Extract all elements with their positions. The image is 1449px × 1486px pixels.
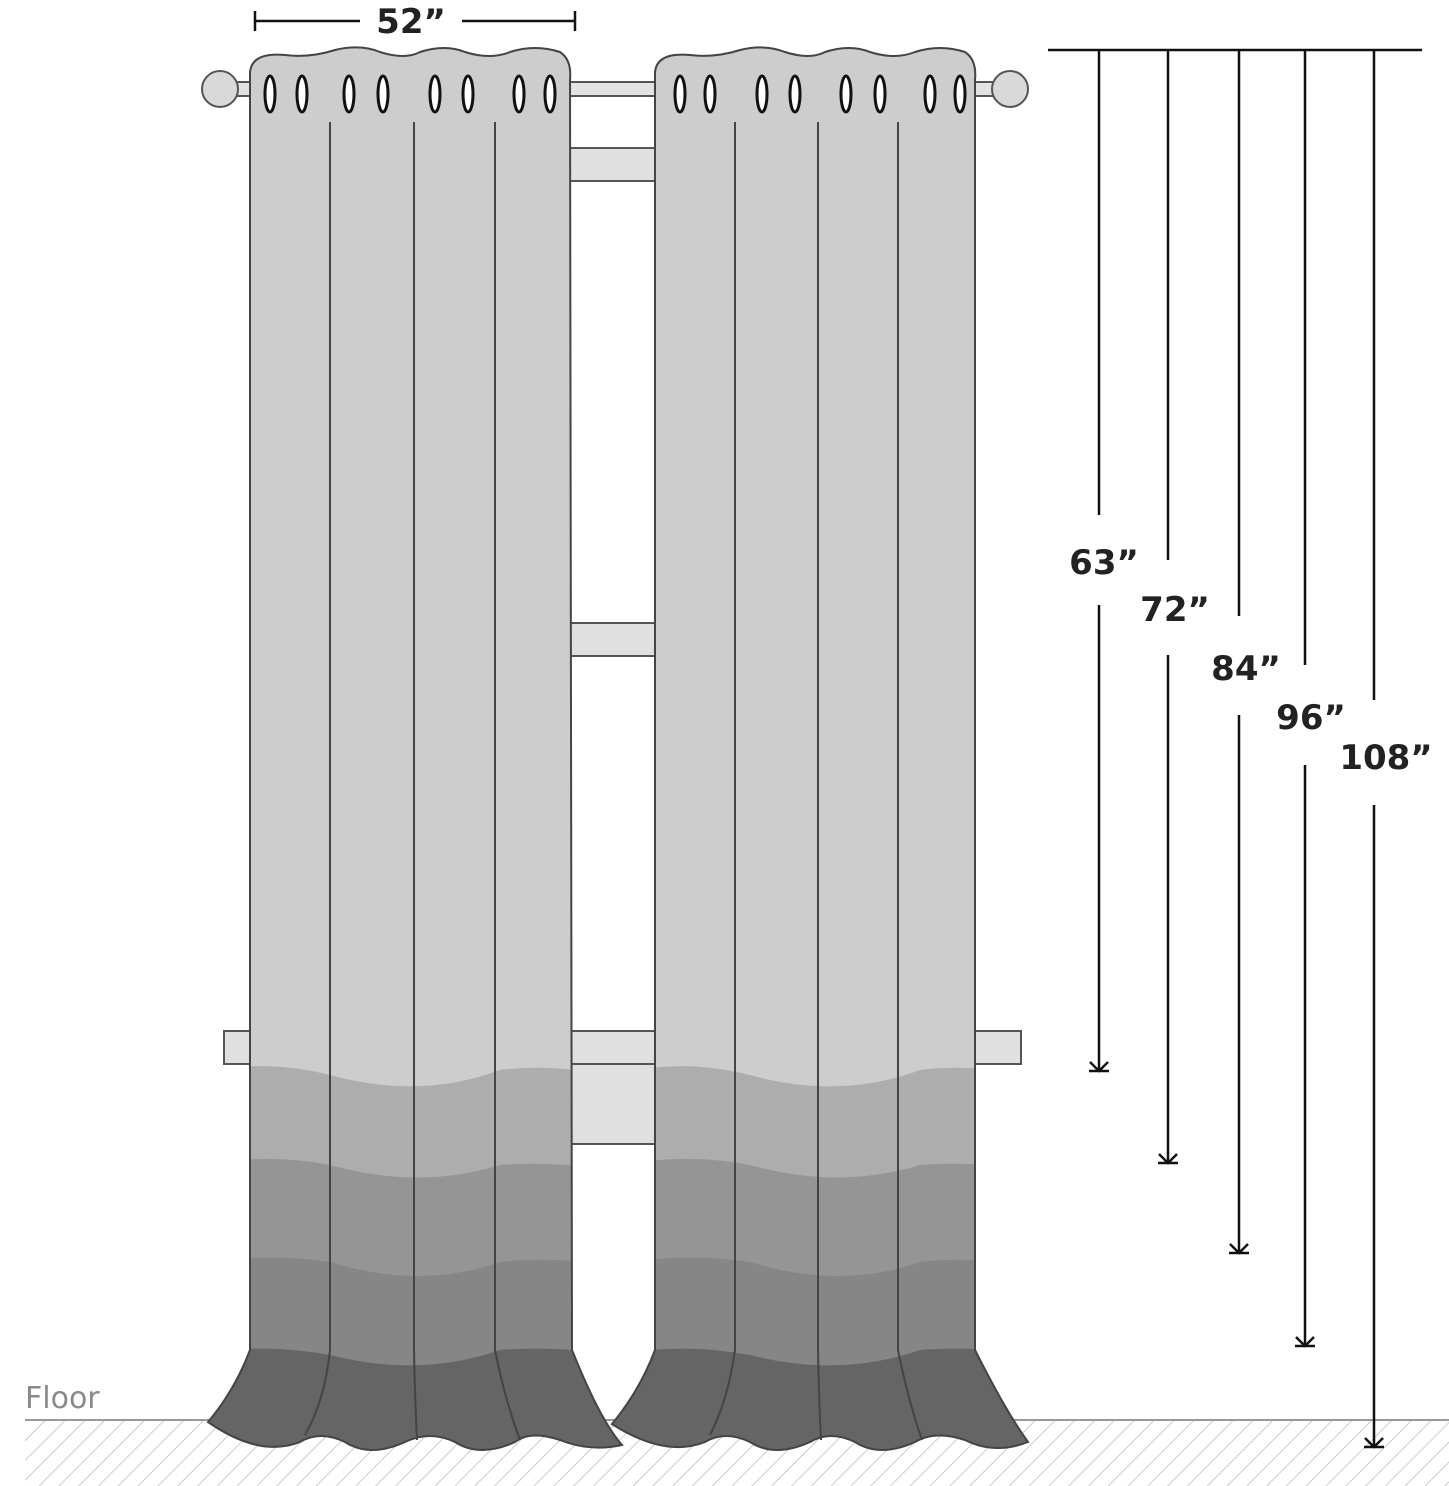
width-dimension: 52” <box>253 2 577 42</box>
length-label: 84” <box>1211 649 1281 689</box>
floor-label: Floor <box>25 1381 100 1416</box>
length-dimensions: 63” 72” 84” 96” 108” <box>1048 48 1433 1449</box>
grommets <box>263 74 967 114</box>
width-label: 52” <box>376 2 446 42</box>
length-label: 96” <box>1276 698 1346 738</box>
curtain-panel-right <box>610 46 1030 1451</box>
length-label: 63” <box>1069 543 1139 583</box>
length-label: 108” <box>1339 738 1432 778</box>
length-label: 72” <box>1140 590 1210 630</box>
curtain-panel-left <box>206 46 624 1451</box>
